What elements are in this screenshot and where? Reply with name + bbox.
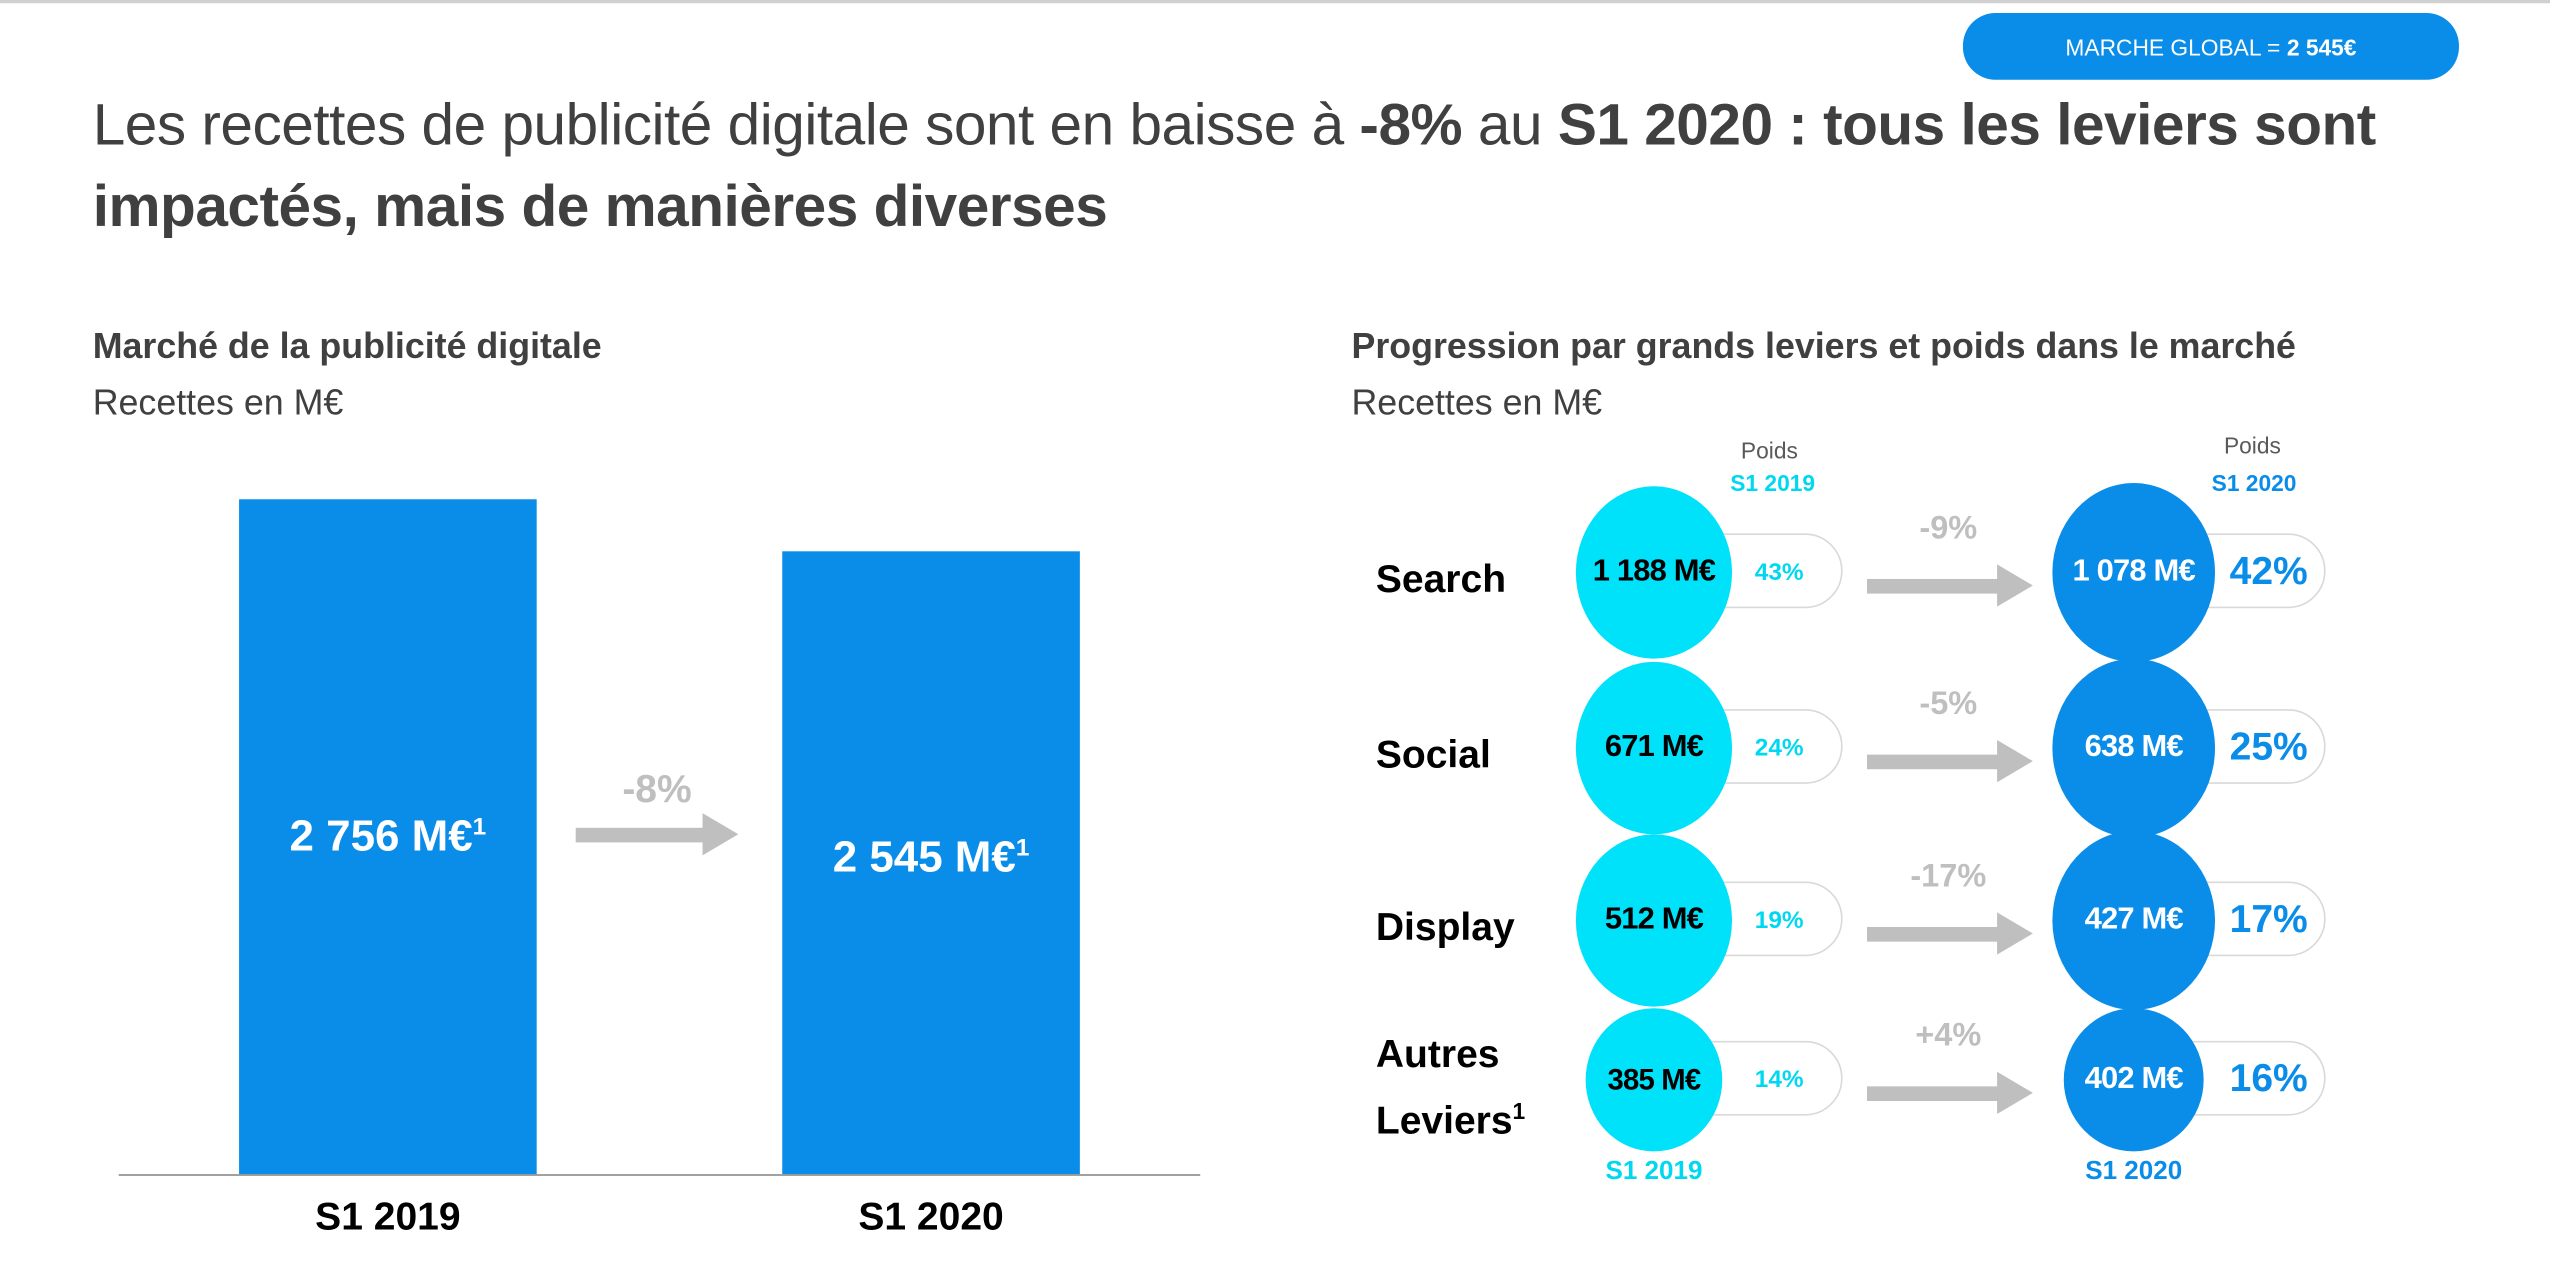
x-tick-label: S1 2020 — [858, 1195, 1004, 1240]
change-arrow-icon — [1866, 912, 2033, 955]
right-chart-title: Progression par grands leviers et poids … — [1351, 325, 2296, 366]
weight-2019: 14% — [1754, 1066, 1804, 1094]
weight-2019: 43% — [1754, 558, 1804, 587]
global-market-badge: MARCHE GLOBAL = 2 545€ — [1962, 13, 2459, 80]
value-circle-2020: 638 M€ — [2052, 658, 2216, 838]
title-bold-pct: -8% — [1359, 91, 1463, 158]
bar-change-label: -8% — [622, 767, 692, 812]
weight-header-2019: Poids — [1740, 437, 1798, 464]
weight-2019: 19% — [1754, 906, 1804, 935]
row-label: Social — [1375, 733, 1491, 778]
value-circle-2019: 512 M€ — [1575, 834, 1733, 1007]
value-circle-2019: 671 M€ — [1575, 661, 1733, 835]
weight-period-2020: S1 2020 — [2211, 470, 2297, 497]
bar-value-label: 2 756 M€1 — [289, 811, 487, 861]
weight-2020: 17% — [2229, 897, 2308, 942]
title-bold-rest: S1 2020 : tous les leviers sont impactés… — [92, 91, 2377, 240]
weight-2019: 24% — [1754, 734, 1804, 762]
top-divider — [0, 0, 2550, 4]
badge-value: 2 545€ — [2286, 33, 2357, 60]
value-circle-2019: 385 M€ — [1585, 1008, 1723, 1152]
title-text-2: au — [1462, 91, 1558, 158]
weight-header-2020: Poids — [2223, 432, 2281, 459]
footer-period-2020: S1 2020 — [2085, 1157, 2183, 1186]
x-tick-label: S1 2019 — [315, 1195, 461, 1240]
footer-period-2019: S1 2019 — [1605, 1157, 1703, 1186]
value-circle-2020: 1 078 M€ — [2052, 483, 2216, 662]
row-label: Autres Leviers1 — [1375, 1032, 1526, 1144]
weight-2020: 25% — [2229, 725, 2308, 770]
weight-2020: 42% — [2229, 549, 2308, 594]
x-axis-line — [118, 1174, 1201, 1176]
bar-change-arrow-icon — [575, 813, 739, 856]
change-arrow-icon — [1866, 564, 2033, 607]
change-arrow-icon — [1866, 1071, 2033, 1115]
change-label: -9% — [1919, 510, 1978, 547]
change-label: -5% — [1919, 686, 1978, 723]
bar — [782, 550, 1080, 1175]
weight-2020: 16% — [2229, 1057, 2308, 1102]
right-chart-subtitle: Recettes en M€ — [1351, 382, 1603, 423]
row-label: Search — [1375, 557, 1507, 602]
change-label: -17% — [1910, 858, 1987, 895]
left-chart-subtitle: Recettes en M€ — [92, 382, 344, 423]
value-circle-2019: 1 188 M€ — [1575, 486, 1733, 659]
change-arrow-icon — [1866, 739, 2033, 783]
row-label: Display — [1375, 905, 1515, 950]
title-text: Les recettes de publicité digitale sont … — [92, 91, 1360, 158]
bar-value-label: 2 545 M€1 — [832, 832, 1030, 882]
left-chart-title: Marché de la publicité digitale — [92, 325, 602, 366]
footnote-marker: 1 — [1015, 833, 1030, 862]
page-title: Les recettes de publicité digitale sont … — [93, 85, 2467, 248]
badge-label: MARCHE GLOBAL = — [2065, 33, 2281, 60]
weight-period-2019: S1 2019 — [1730, 470, 1816, 497]
bar — [239, 499, 537, 1175]
footnote-marker: 1 — [1512, 1097, 1526, 1124]
footnote-marker: 1 — [472, 813, 487, 841]
value-circle-2020: 402 M€ — [2063, 1008, 2204, 1152]
value-circle-2020: 427 M€ — [2052, 831, 2216, 1010]
change-label: +4% — [1915, 1018, 1982, 1054]
